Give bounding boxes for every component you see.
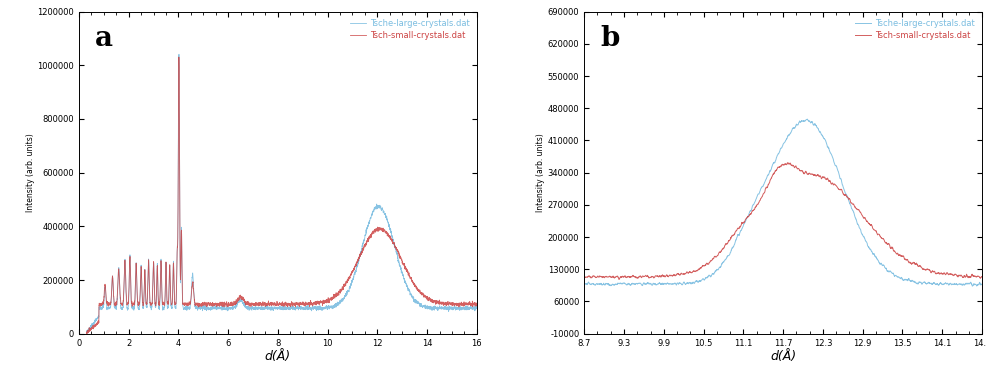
Tsch-small-crystals.dat [964, 274, 976, 279]
Tsch-small-crystals.dat [334, 290, 346, 295]
Y-axis label: Intensity (arb. units): Intensity (arb. units) [535, 133, 544, 212]
Tsche-large-crystals.dat [81, 330, 93, 334]
Tsche-large-crystals.dat [965, 284, 977, 288]
Line: Tsche-large-crystals.dat: Tsche-large-crystals.dat [87, 54, 476, 333]
Tsch-small-crystals.dat [173, 55, 184, 59]
Tsch-small-crystals.dat [151, 263, 163, 268]
Tsch-small-crystals.dat [781, 161, 793, 165]
Tsch-small-crystals.dat [470, 301, 482, 306]
Tsch-small-crystals.dat [81, 331, 93, 336]
Tsch-small-crystals.dat [760, 185, 772, 190]
X-axis label: d(Å): d(Å) [264, 350, 291, 363]
Tsch-small-crystals.dat [975, 274, 986, 279]
Line: Tsch-small-crystals.dat: Tsch-small-crystals.dat [87, 57, 476, 334]
Tsche-large-crystals.dat [975, 282, 986, 286]
Tsch-small-crystals.dat [372, 228, 384, 232]
Tsche-large-crystals.dat [401, 286, 413, 290]
Tsche-large-crystals.dat [801, 117, 812, 121]
X-axis label: d(Å): d(Å) [769, 350, 796, 363]
Tsch-small-crystals.dat [891, 252, 903, 256]
Tsch-small-crystals.dat [612, 277, 624, 282]
Tsch-small-crystals.dat [598, 275, 609, 280]
Tsche-large-crystals.dat [891, 274, 903, 279]
Line: Tsch-small-crystals.dat: Tsch-small-crystals.dat [584, 163, 981, 279]
Tsch-small-crystals.dat [81, 331, 93, 336]
Text: b: b [599, 24, 619, 52]
Tsche-large-crystals.dat [82, 331, 94, 336]
Tsche-large-crystals.dat [151, 263, 163, 267]
Tsch-small-crystals.dat [230, 299, 242, 304]
Tsche-large-crystals.dat [578, 282, 590, 287]
Tsche-large-crystals.dat [963, 280, 975, 285]
Tsche-large-crystals.dat [315, 307, 326, 312]
Legend: Tsche-large-crystals.dat, Tsch-small-crystals.dat: Tsche-large-crystals.dat, Tsch-small-cry… [346, 16, 472, 43]
Tsche-large-crystals.dat [598, 282, 609, 287]
Tsch-small-crystals.dat [315, 300, 326, 304]
Tsch-small-crystals.dat [401, 269, 413, 274]
Tsche-large-crystals.dat [230, 302, 242, 307]
Line: Tsche-large-crystals.dat: Tsche-large-crystals.dat [584, 119, 981, 286]
Tsch-small-crystals.dat [578, 275, 590, 280]
Tsche-large-crystals.dat [334, 298, 346, 303]
Tsch-small-crystals.dat [964, 275, 976, 280]
Tsche-large-crystals.dat [372, 205, 384, 210]
Tsche-large-crystals.dat [173, 52, 184, 57]
Y-axis label: Intensity (arb. units): Intensity (arb. units) [26, 133, 35, 212]
Tsch-small-crystals.dat [771, 165, 783, 170]
Tsche-large-crystals.dat [470, 306, 482, 310]
Tsche-large-crystals.dat [964, 280, 976, 284]
Text: a: a [95, 24, 112, 52]
Legend: Tsche-large-crystals.dat, Tsch-small-crystals.dat: Tsche-large-crystals.dat, Tsch-small-cry… [851, 16, 977, 43]
Tsche-large-crystals.dat [771, 152, 783, 157]
Tsche-large-crystals.dat [760, 174, 772, 179]
